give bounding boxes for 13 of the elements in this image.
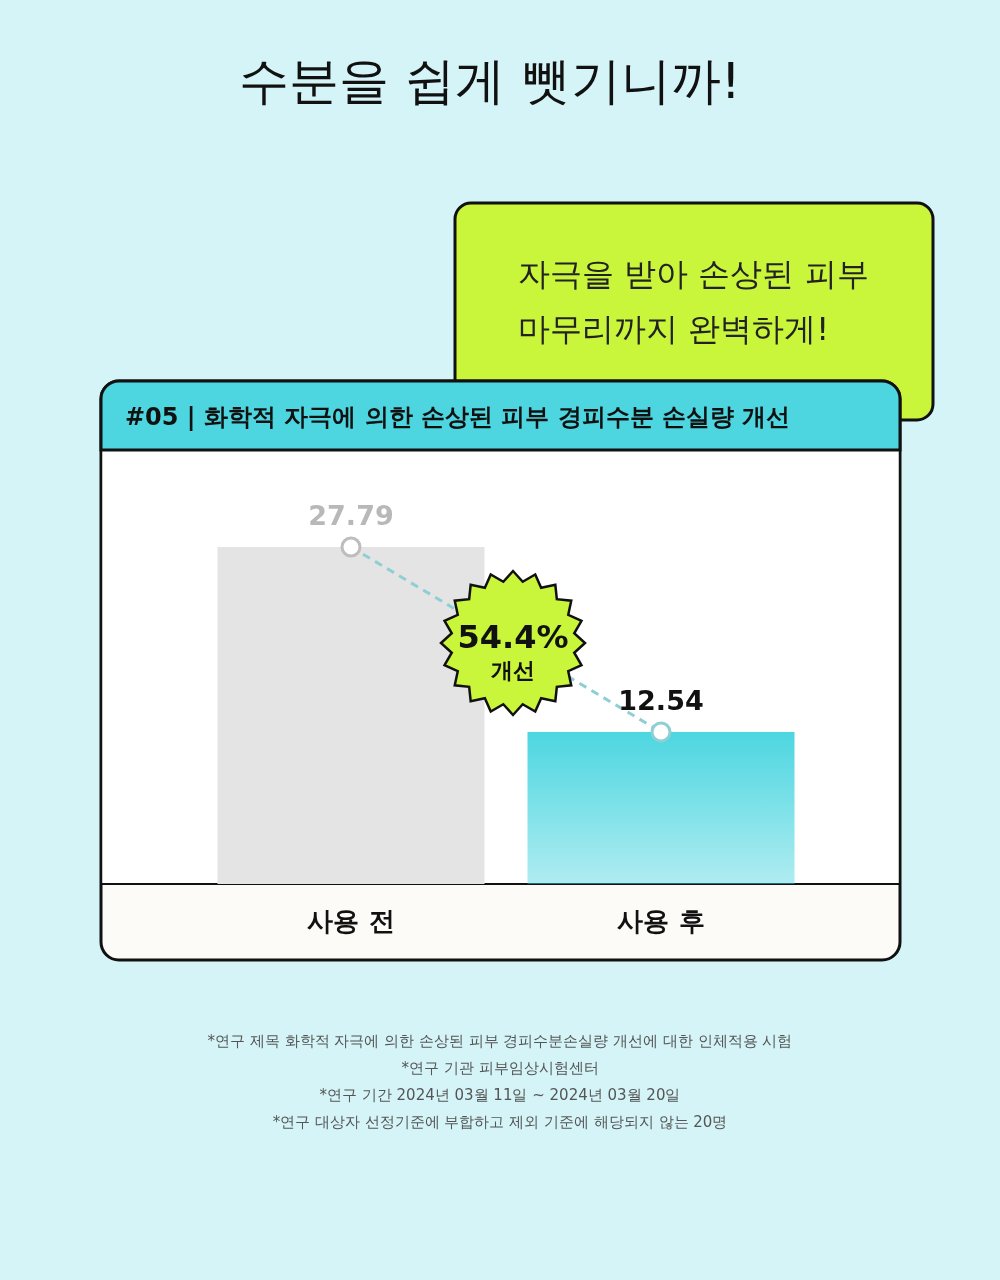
text: *연구 제목 화학적 자극에 의한 손상된 피부 경피수분손실량 개선에 대한 인체적용 시험 (207, 1032, 793, 1050)
text: *연구 대상자 선정기준에 부합하고 제외 기준에 해당되지 않는 20명 (272, 1113, 728, 1131)
x-tick-label: 사용 전 (307, 906, 395, 936)
x-tick-label: 사용 후 (617, 906, 705, 936)
data-label: 12.54 (618, 684, 704, 716)
text: *연구 기관 피부임상시험센터 (401, 1059, 599, 1077)
chart-subtitle: 수분을 쉽게 뺏기니까! (239, 52, 741, 110)
annotation: 54.4% 개선 (457, 618, 569, 683)
text: 자극을 받아 손상된 피부 (518, 255, 869, 293)
data-label: 27.79 (308, 500, 394, 531)
text: *연구 기간 2024년 03월 11일 ~ 2024년 03월 20일 (319, 1086, 681, 1104)
text: 마무리까지 완벽하게! (518, 310, 829, 348)
chart-title: #05 | 화학적 자극에 의한 손상된 피부 경피수분 손실량 개선 (125, 403, 791, 431)
